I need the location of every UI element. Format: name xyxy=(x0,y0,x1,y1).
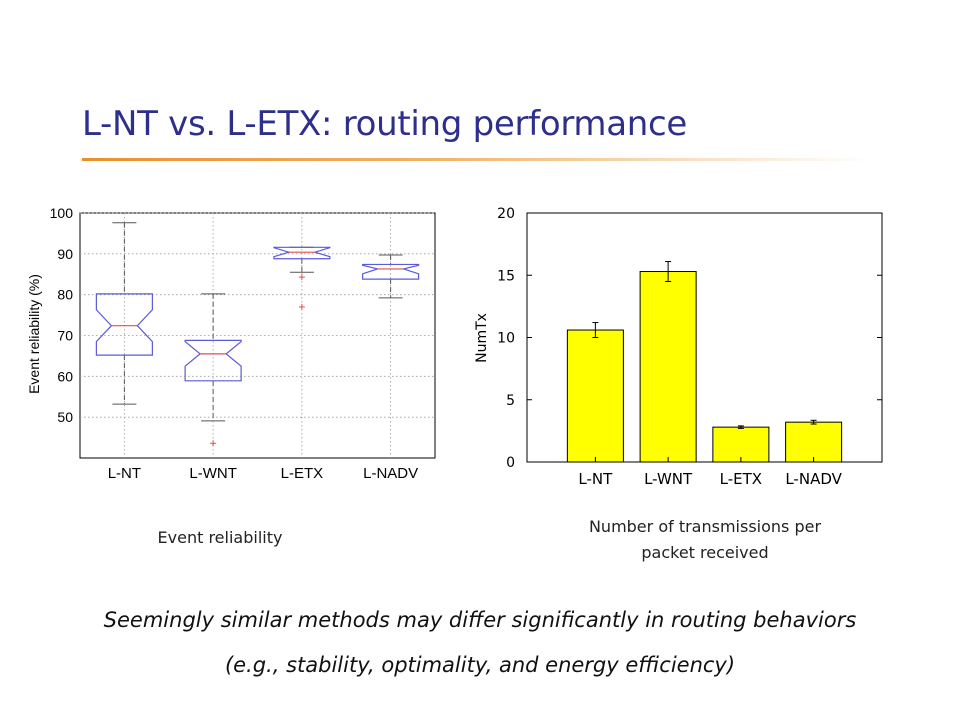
bar-x-tick-label: L-WNT xyxy=(644,470,693,488)
box-marks xyxy=(95,222,420,447)
notched-box xyxy=(362,263,420,280)
box-l-nadv xyxy=(362,254,420,299)
takeaway-line-1: Seemingly similar methods may differ sig… xyxy=(103,608,857,632)
slide-title: L-NT vs. L-ETX: routing performance xyxy=(82,104,688,144)
bar-l-nadv xyxy=(785,421,843,463)
box-y-tick-label: 50 xyxy=(57,409,73,425)
bar-x-tick-label: L-NADV xyxy=(785,470,842,488)
box-l-etx xyxy=(273,246,331,310)
box-y-tick-label: 60 xyxy=(57,368,73,384)
bar-x-tick-label: L-ETX xyxy=(720,470,762,488)
box-y-axis-label: Event reliability (%) xyxy=(26,274,42,394)
box-l-wnt xyxy=(184,293,242,447)
bar-y-tick-label: 5 xyxy=(506,393,515,409)
box-x-tick-label: L-NADV xyxy=(363,465,418,482)
box-y-ticks: 50 60 70 80 90 100 xyxy=(50,205,74,425)
bar-y-tick-label: 0 xyxy=(506,455,515,471)
notched-box xyxy=(95,293,153,356)
bar-marks xyxy=(566,261,843,463)
box-x-tick-label: L-NT xyxy=(108,465,141,482)
box-y-tick-label: 90 xyxy=(57,246,73,262)
takeaway-line-2: (e.g., stability, optimality, and energy… xyxy=(224,653,736,677)
box-l-nt xyxy=(95,222,153,405)
caption-event-reliability: Event reliability xyxy=(157,528,283,547)
bar-l-nt xyxy=(566,329,624,463)
box-grid xyxy=(80,212,435,458)
caption-line-2: packet received xyxy=(641,543,769,562)
bar-y-tick-label: 20 xyxy=(497,206,515,222)
caption-line-1: Number of transmissions per xyxy=(588,517,822,536)
box-x-tick-label: L-ETX xyxy=(281,465,324,482)
notched-box xyxy=(273,246,331,260)
box-x-labels: L-NT L-WNT L-ETX L-NADV xyxy=(108,465,418,482)
bar-y-axis-label: NumTx xyxy=(474,313,490,363)
box-x-tick-label: L-WNT xyxy=(189,465,237,482)
title-underline xyxy=(82,158,872,161)
bar-x-labels: L-NT L-WNT L-ETX L-NADV xyxy=(578,470,842,488)
bar-y-tick-label: 15 xyxy=(497,268,515,284)
caption-num-transmissions: Number of transmissions per packet recei… xyxy=(540,514,870,566)
box-y-tick-label: 70 xyxy=(57,328,73,344)
bar-l-etx xyxy=(712,426,770,463)
bar-y-ticks: 0 5 10 15 20 xyxy=(497,206,882,471)
box-y-tick-label: 100 xyxy=(50,205,74,221)
notched-box xyxy=(184,339,242,382)
box-y-tick-label: 80 xyxy=(57,287,73,303)
bar-x-tick-label: L-NT xyxy=(578,470,613,488)
bar-y-tick-label: 10 xyxy=(497,331,515,347)
bar-l-wnt xyxy=(639,271,697,463)
